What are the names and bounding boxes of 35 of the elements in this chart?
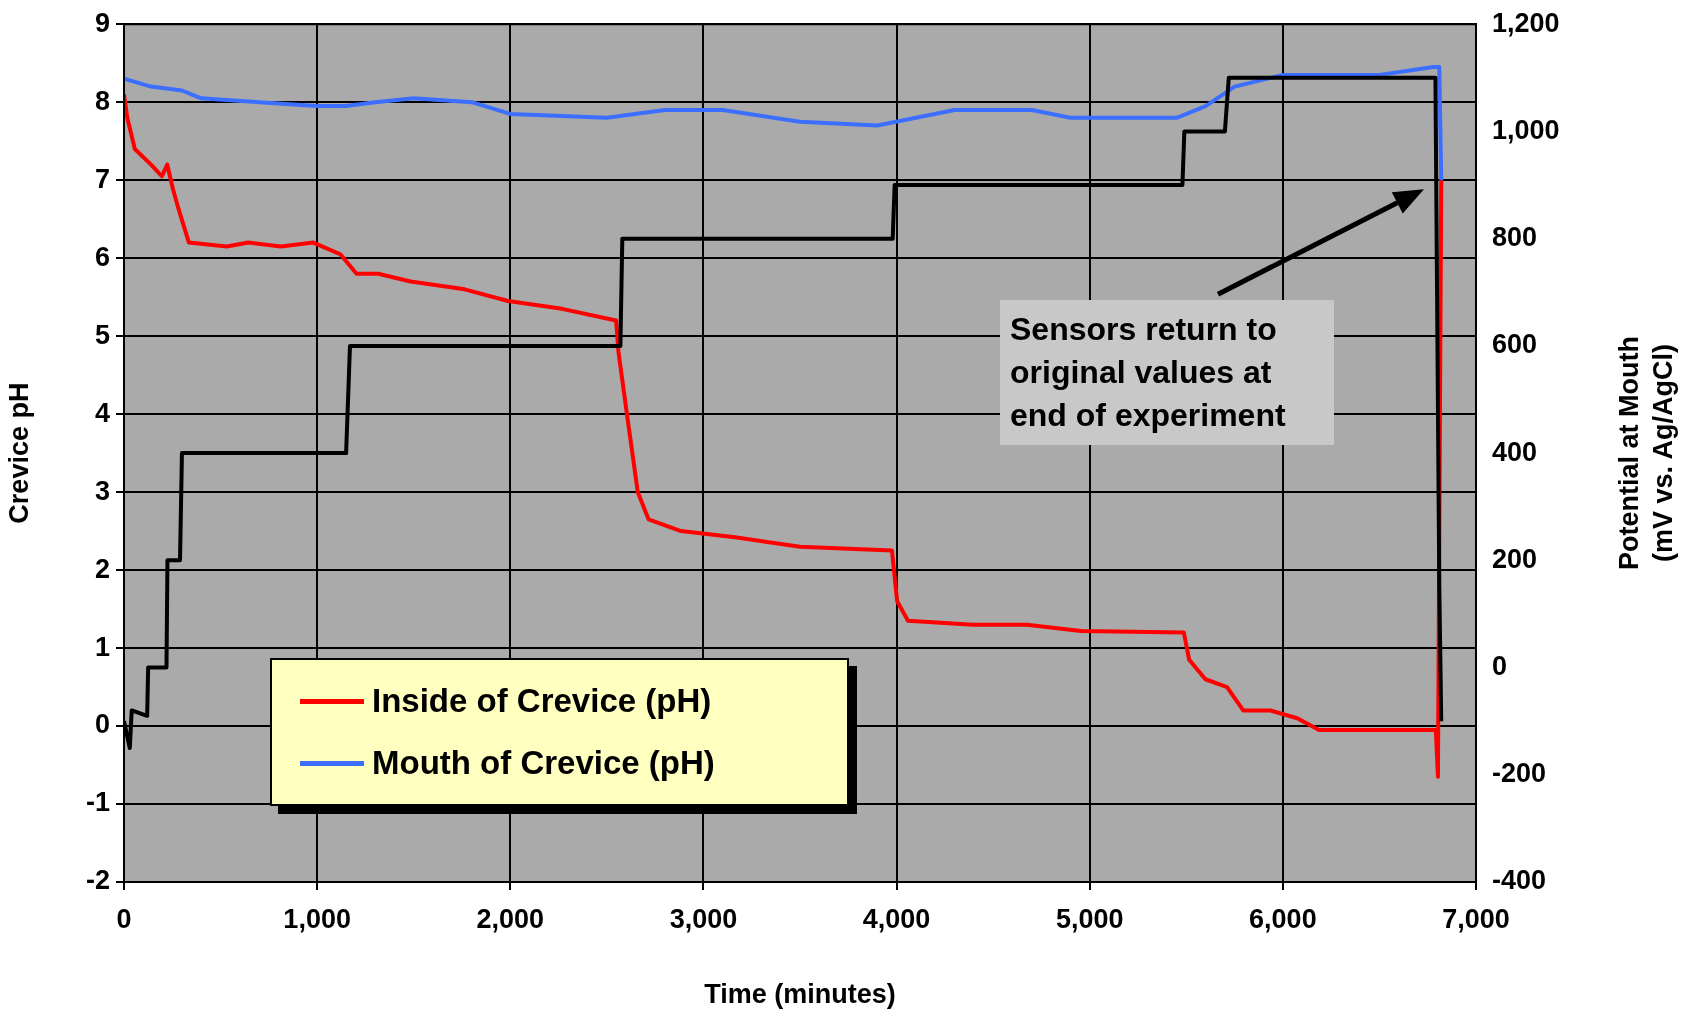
y-tick-label: 5 bbox=[94, 319, 110, 350]
y2-tick-label: 400 bbox=[1492, 436, 1538, 467]
y-tick-label: 8 bbox=[94, 85, 110, 116]
x-axis-title: Time (minutes) bbox=[704, 979, 896, 1010]
y-tick-label: 3 bbox=[94, 475, 110, 506]
y2-tick-label: 600 bbox=[1492, 329, 1538, 360]
y-tick-label: 1 bbox=[94, 631, 110, 662]
legend-label: Mouth of Crevice (pH) bbox=[372, 744, 715, 782]
annotation: Sensors return to original values at end of experiment bbox=[1000, 300, 1334, 446]
legend-label: Inside of Crevice (pH) bbox=[372, 682, 712, 720]
y-tick-label: 2 bbox=[94, 553, 110, 584]
y-tick-label: -1 bbox=[85, 787, 110, 818]
x-tick-label: 3,000 bbox=[669, 903, 738, 934]
x-tick-label: 7,000 bbox=[1442, 903, 1510, 934]
y2-tick-label: 1,200 bbox=[1492, 7, 1560, 38]
x-tick-label: 4,000 bbox=[862, 903, 931, 934]
x-tick-label: 6,000 bbox=[1249, 903, 1317, 934]
y2-axis-title: Potential at Mouth (mV vs. Ag/AgCl) bbox=[1613, 336, 1679, 571]
y-tick-label: 7 bbox=[94, 163, 110, 194]
x-tick-label: 0 bbox=[116, 903, 132, 934]
y-tick-label: 9 bbox=[94, 7, 110, 38]
y-tick-label: 6 bbox=[94, 241, 110, 272]
y-tick-label: -2 bbox=[85, 865, 110, 896]
y2-tick-label: -400 bbox=[1492, 865, 1547, 896]
y-tick-label: 0 bbox=[94, 709, 110, 740]
y2-tick-label: 1,000 bbox=[1492, 114, 1560, 145]
y2-tick-label: -200 bbox=[1492, 758, 1547, 789]
y-axis-title: Crevice pH bbox=[3, 382, 34, 524]
y-tick-label: 4 bbox=[94, 397, 110, 428]
x-tick-label: 2,000 bbox=[476, 903, 545, 934]
y2-tick-label: 800 bbox=[1492, 222, 1538, 253]
y2-tick-label: 200 bbox=[1492, 543, 1538, 574]
x-tick-label: 5,000 bbox=[1055, 903, 1124, 934]
x-tick-label: 1,000 bbox=[283, 903, 351, 934]
y2-tick-label: 0 bbox=[1492, 651, 1508, 681]
